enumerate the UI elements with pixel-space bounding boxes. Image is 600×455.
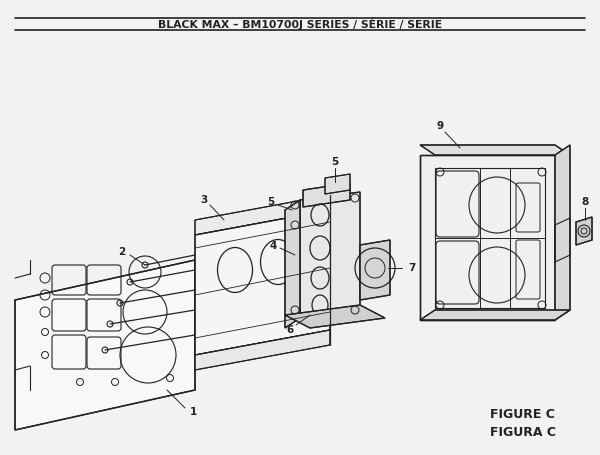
- Polygon shape: [195, 330, 330, 370]
- Polygon shape: [285, 305, 385, 328]
- Text: 3: 3: [200, 195, 208, 205]
- Polygon shape: [195, 195, 330, 235]
- Polygon shape: [303, 183, 350, 207]
- Polygon shape: [360, 240, 390, 300]
- Text: 2: 2: [118, 247, 125, 257]
- Text: 7: 7: [408, 263, 415, 273]
- Polygon shape: [420, 145, 570, 155]
- Text: 9: 9: [436, 121, 443, 131]
- Polygon shape: [285, 200, 300, 328]
- Text: BLACK MAX – BM10700J SERIES / SÉRIE / SERIE: BLACK MAX – BM10700J SERIES / SÉRIE / SE…: [158, 18, 442, 30]
- Polygon shape: [325, 174, 350, 194]
- Polygon shape: [555, 145, 570, 320]
- Text: 8: 8: [581, 197, 589, 207]
- Polygon shape: [576, 217, 592, 245]
- Text: 6: 6: [286, 325, 293, 335]
- Text: FIGURA C: FIGURA C: [490, 425, 556, 439]
- Polygon shape: [420, 155, 555, 320]
- Text: 5: 5: [331, 157, 338, 167]
- Polygon shape: [420, 310, 570, 320]
- Text: 1: 1: [190, 407, 197, 417]
- Polygon shape: [15, 260, 195, 430]
- Text: FIGURE C: FIGURE C: [490, 409, 555, 421]
- Polygon shape: [300, 192, 360, 318]
- Text: 5: 5: [268, 197, 275, 207]
- Polygon shape: [195, 210, 330, 355]
- Text: 4: 4: [269, 241, 277, 251]
